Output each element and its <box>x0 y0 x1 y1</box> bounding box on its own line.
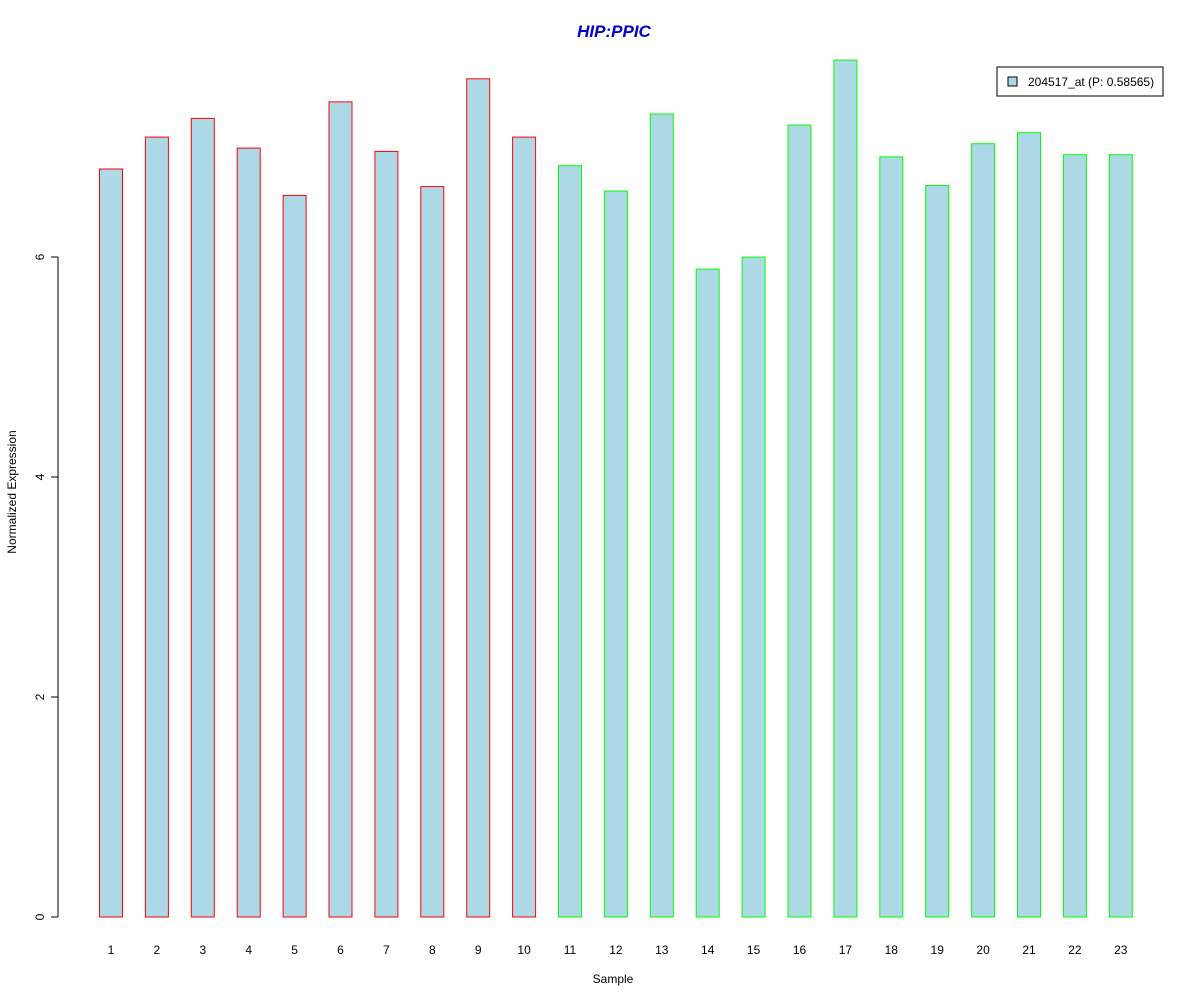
bar-sample-17 <box>833 59 858 918</box>
legend-label: 204517_at (P: 0.58565) <box>1028 75 1154 89</box>
bar-sample-14 <box>695 268 720 918</box>
bar-sample-2 <box>144 136 169 918</box>
x-tick-label: 18 <box>885 943 899 957</box>
legend-box <box>996 66 1164 97</box>
bar-sample-5 <box>282 194 307 918</box>
x-tick-label: 2 <box>154 943 161 957</box>
x-axis-title: Sample <box>593 972 634 986</box>
bar-sample-18 <box>879 156 904 918</box>
x-tick-label: 16 <box>793 943 807 957</box>
y-tick-label: 0 <box>33 913 47 920</box>
bar-sample-4 <box>236 147 261 918</box>
bar-sample-8 <box>420 186 445 918</box>
legend-swatch <box>1007 76 1018 87</box>
bar-sample-22 <box>1062 154 1087 918</box>
y-tick-label: 6 <box>33 253 47 260</box>
chart-title: HIP:PPIC <box>577 22 651 41</box>
x-tick-label: 13 <box>655 943 669 957</box>
bar-sample-9 <box>466 78 491 918</box>
bar-sample-23 <box>1108 154 1133 918</box>
bar-sample-6 <box>328 101 353 918</box>
x-tick-label: 10 <box>517 943 531 957</box>
bar-sample-1 <box>99 168 123 918</box>
x-tick-label: 6 <box>337 943 344 957</box>
x-tick-label: 5 <box>291 943 298 957</box>
x-tick-label: 14 <box>701 943 715 957</box>
x-tick-label: 22 <box>1068 943 1082 957</box>
bar-sample-16 <box>787 124 812 918</box>
x-tick-label: 15 <box>747 943 761 957</box>
x-tick-label: 3 <box>199 943 206 957</box>
bar-sample-3 <box>190 117 215 918</box>
y-tick-label: 4 <box>33 473 47 480</box>
x-tick-label: 23 <box>1114 943 1128 957</box>
x-tick-label: 21 <box>1022 943 1036 957</box>
x-tick-label: 19 <box>931 943 945 957</box>
bar-sample-11 <box>558 165 582 918</box>
legend: 204517_at (P: 0.58565) <box>996 66 1164 97</box>
bar-sample-7 <box>374 150 399 918</box>
x-tick-label: 8 <box>429 943 436 957</box>
bars-group <box>99 59 1133 918</box>
x-tick-label: 4 <box>245 943 252 957</box>
x-tick-label: 12 <box>609 943 623 957</box>
x-tick-label: 20 <box>976 943 990 957</box>
bar-sample-15 <box>741 256 766 918</box>
y-axis-title: Normalized Expression <box>5 430 19 553</box>
x-tick-label: 11 <box>564 943 577 957</box>
bar-sample-12 <box>603 190 628 918</box>
x-tick-label: 17 <box>839 943 853 957</box>
x-tick-label: 1 <box>108 943 115 957</box>
bar-sample-21 <box>1017 132 1041 918</box>
x-tick-label: 7 <box>383 943 390 957</box>
x-tick-labels: 1 2 3 4 5 6 7 8 9 10 11 12 13 14 15 16 17 18 19 20 21 22 23 <box>108 943 1128 957</box>
y-axis: 0 2 4 6 <box>33 253 59 920</box>
bar-sample-19 <box>925 185 950 918</box>
y-tick-label: 2 <box>33 693 47 700</box>
bar-sample-20 <box>971 143 996 918</box>
x-tick-label: 9 <box>475 943 482 957</box>
bar-sample-10 <box>512 136 537 918</box>
bar-sample-13 <box>649 113 674 918</box>
